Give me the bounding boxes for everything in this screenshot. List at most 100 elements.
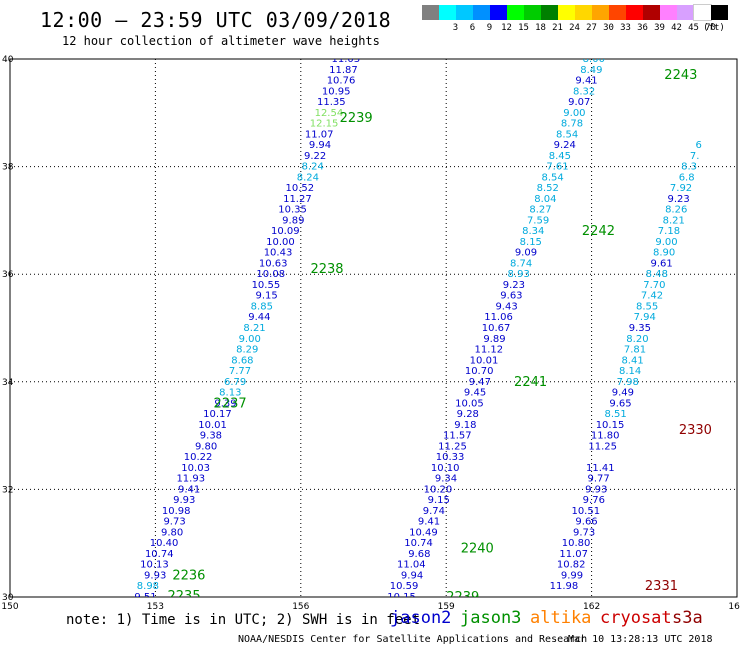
swh-value: 9.15 [256,291,278,302]
swh-value: 9.00 [563,108,585,119]
swh-value: 8.52 [537,183,559,194]
lat-tick-label: 30 [2,593,14,603]
swh-value: 10.09 [271,226,300,237]
map-frame [9,58,738,598]
swh-value: 7.61 [546,162,568,173]
legend-label: 15 [518,23,529,33]
swh-value: 8.48 [646,269,668,280]
swh-value: 10.22 [184,452,213,463]
swh-value: 9.24 [554,140,576,151]
swh-value: 9.76 [583,495,605,506]
swh-value: 11.80 [591,431,620,442]
page-subtitle: 12 hour collection of altimeter wave hei… [62,34,380,48]
swh-value: 10.70 [465,366,494,377]
swh-value: 9.44 [248,312,270,323]
swh-value: 10.01 [198,420,227,431]
legend-label: 21 [552,23,563,33]
swh-value: 8.13 [219,388,241,399]
swh-value: 9.66 [575,517,597,528]
swh-value: 8.14 [619,366,641,377]
swh-value: 9.09 [515,248,537,259]
swh-value: 9.23 [667,194,689,205]
legend-swatch [677,5,694,20]
swh-value: 7.77 [229,366,251,377]
swh-value: 7.94 [634,312,656,323]
swh-value: 7.70 [643,280,665,291]
swh-value: 9.33 [345,32,367,43]
swh-value: 11.35 [317,97,346,108]
swh-value: 10.76 [327,76,356,87]
swh-value: 10.52 [286,183,315,194]
track-group: 9.518.989.9310.1310.7410.409.809.7310.98… [134,32,712,604]
swh-value: 7.59 [527,215,549,226]
lon-tick-label: 153 [147,602,164,612]
swh-value: 9.45 [464,388,486,399]
swh-value: 10.40 [334,43,363,54]
swh-value: 10.74 [145,549,174,560]
swh-value: 9.07 [568,97,590,108]
legend-swatch [473,5,490,20]
swh-value: 8.41 [621,355,643,366]
legend-swatch [490,5,507,20]
timestamp: Mar 10 13:28:13 UTC 2018 [568,634,713,645]
legend-swatch [693,4,712,21]
swh-value: 10.00 [266,237,295,248]
swh-value: 8.20 [626,334,648,345]
swh-value: 8.3 [681,162,697,173]
legend-swatch [541,5,558,20]
swh-value: 10.15 [596,420,625,431]
lat-tick-label: 40 [2,55,14,65]
swh-value: 8.54 [541,172,563,183]
legend-swatch [660,5,677,20]
swh-value: 9.49 [612,388,634,399]
swh-value: 10.13 [140,560,169,571]
lat-tick-label: 36 [2,270,14,280]
swh-value: 9.47 [469,377,491,388]
legend-swatch [524,5,541,20]
swh-value: 10.55 [252,280,281,291]
swh-value: 7.81 [592,32,614,43]
legend-label: 27 [586,23,597,33]
swh-value: 7.03 [588,43,610,54]
swh-value: 11.27 [283,194,312,205]
pass-label: 2238 [310,262,343,277]
swh-value: 9.34 [435,474,457,485]
lat-tick-label: 34 [2,378,14,388]
satellite-cryosat: cryosat [600,608,672,628]
swh-value: 11.57 [443,431,472,442]
swh-value: 10.03 [181,463,210,474]
swh-value: 7.98 [617,377,639,388]
pass-label: 2330 [679,423,712,438]
swh-value: 9.18 [454,420,476,431]
swh-value: 9.93 [173,495,195,506]
swh-value: 10.33 [436,452,465,463]
swh-value: 8.29 [236,345,258,356]
swh-value: 10.35 [278,205,307,216]
swh-value: 9.41 [418,517,440,528]
swh-value: 8.78 [561,119,583,130]
swh-value: 8.24 [302,162,324,173]
lon-tick-label: 162 [583,602,600,612]
lon-tick-label: 159 [438,602,455,612]
swh-value: 9.15 [428,495,450,506]
legend-label: 70 [705,23,716,33]
pass-label: 2237 [214,396,247,411]
pass-label: 2235 [168,589,201,604]
swh-value: 8.49 [580,65,602,76]
swh-value: 10.15 [387,592,416,603]
swh-value: 11.07 [559,549,588,560]
swh-value: 9.41 [178,484,200,495]
swh-value: 9.73 [573,527,595,538]
swh-value: 7.18 [658,226,680,237]
lon-tick-label: 156 [292,602,309,612]
swh-value: 10.43 [264,248,293,259]
legend-label: 6 [469,23,476,33]
swh-value: 8.93 [508,269,530,280]
swh-value: 10.08 [256,269,285,280]
swh-value: 10.63 [259,258,288,269]
swh-value: 8.54 [556,129,578,140]
swh-value: 8.32 [573,86,595,97]
swh-value: 10.67 [482,323,511,334]
swh-value: 10.49 [409,527,438,538]
